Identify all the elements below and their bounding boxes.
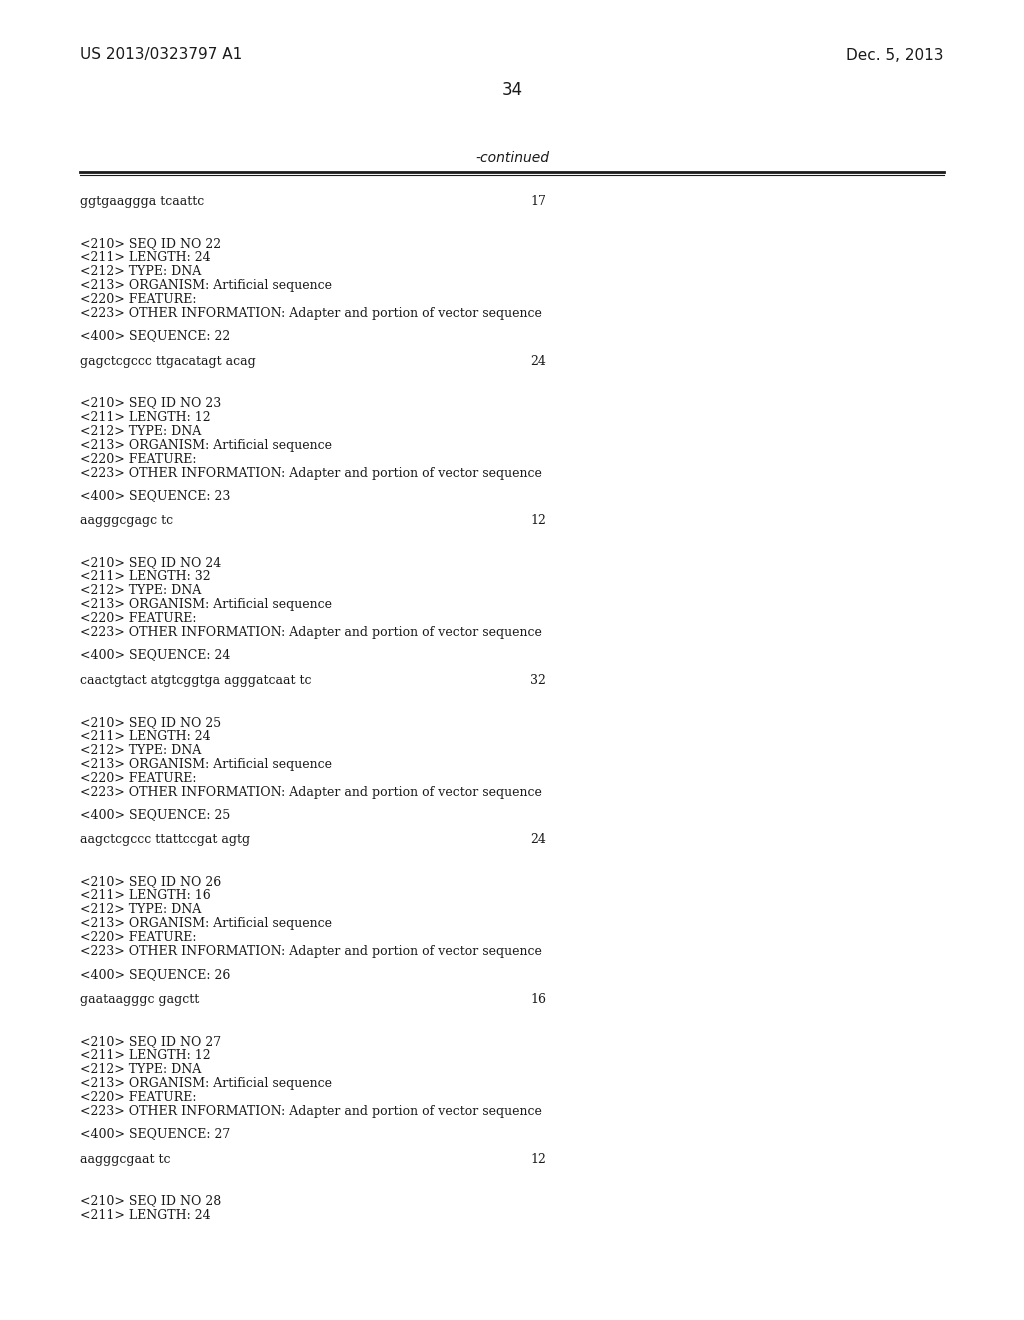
Text: aagctcgccc ttattccgat agtg: aagctcgccc ttattccgat agtg bbox=[80, 833, 250, 846]
Text: -continued: -continued bbox=[475, 150, 549, 165]
Text: gaataagggc gagctt: gaataagggc gagctt bbox=[80, 993, 200, 1006]
Text: <213> ORGANISM: Artificial sequence: <213> ORGANISM: Artificial sequence bbox=[80, 917, 332, 931]
Text: 12: 12 bbox=[530, 515, 546, 527]
Text: US 2013/0323797 A1: US 2013/0323797 A1 bbox=[80, 48, 243, 62]
Text: <220> FEATURE:: <220> FEATURE: bbox=[80, 932, 197, 944]
Text: <223> OTHER INFORMATION: Adapter and portion of vector sequence: <223> OTHER INFORMATION: Adapter and por… bbox=[80, 1105, 542, 1118]
Text: <223> OTHER INFORMATION: Adapter and portion of vector sequence: <223> OTHER INFORMATION: Adapter and por… bbox=[80, 308, 542, 319]
Text: <220> FEATURE:: <220> FEATURE: bbox=[80, 772, 197, 785]
Text: <212> TYPE: DNA: <212> TYPE: DNA bbox=[80, 265, 202, 279]
Text: <213> ORGANISM: Artificial sequence: <213> ORGANISM: Artificial sequence bbox=[80, 279, 332, 292]
Text: 24: 24 bbox=[530, 833, 546, 846]
Text: caactgtact atgtcggtga agggatcaat tc: caactgtact atgtcggtga agggatcaat tc bbox=[80, 673, 311, 686]
Text: <223> OTHER INFORMATION: Adapter and portion of vector sequence: <223> OTHER INFORMATION: Adapter and por… bbox=[80, 466, 542, 479]
Text: aagggcgagc tc: aagggcgagc tc bbox=[80, 515, 173, 527]
Text: ggtgaaggga tcaattc: ggtgaaggga tcaattc bbox=[80, 195, 204, 209]
Text: <400> SEQUENCE: 27: <400> SEQUENCE: 27 bbox=[80, 1127, 230, 1140]
Text: <400> SEQUENCE: 22: <400> SEQUENCE: 22 bbox=[80, 330, 230, 342]
Text: Dec. 5, 2013: Dec. 5, 2013 bbox=[847, 48, 944, 62]
Text: 34: 34 bbox=[502, 81, 522, 99]
Text: <400> SEQUENCE: 25: <400> SEQUENCE: 25 bbox=[80, 808, 230, 821]
Text: <210> SEQ ID NO 28: <210> SEQ ID NO 28 bbox=[80, 1195, 221, 1208]
Text: aagggcgaat tc: aagggcgaat tc bbox=[80, 1152, 171, 1166]
Text: <211> LENGTH: 24: <211> LENGTH: 24 bbox=[80, 1209, 211, 1221]
Text: 12: 12 bbox=[530, 1152, 546, 1166]
Text: <213> ORGANISM: Artificial sequence: <213> ORGANISM: Artificial sequence bbox=[80, 598, 332, 611]
Text: gagctcgccc ttgacatagt acag: gagctcgccc ttgacatagt acag bbox=[80, 355, 256, 367]
Text: <400> SEQUENCE: 24: <400> SEQUENCE: 24 bbox=[80, 648, 230, 661]
Text: <210> SEQ ID NO 26: <210> SEQ ID NO 26 bbox=[80, 875, 221, 888]
Text: <220> FEATURE:: <220> FEATURE: bbox=[80, 1092, 197, 1104]
Text: <220> FEATURE:: <220> FEATURE: bbox=[80, 612, 197, 626]
Text: 16: 16 bbox=[530, 993, 546, 1006]
Text: <212> TYPE: DNA: <212> TYPE: DNA bbox=[80, 903, 202, 916]
Text: <220> FEATURE:: <220> FEATURE: bbox=[80, 453, 197, 466]
Text: <211> LENGTH: 32: <211> LENGTH: 32 bbox=[80, 570, 211, 583]
Text: <223> OTHER INFORMATION: Adapter and portion of vector sequence: <223> OTHER INFORMATION: Adapter and por… bbox=[80, 626, 542, 639]
Text: <212> TYPE: DNA: <212> TYPE: DNA bbox=[80, 1063, 202, 1076]
Text: <212> TYPE: DNA: <212> TYPE: DNA bbox=[80, 743, 202, 756]
Text: <210> SEQ ID NO 22: <210> SEQ ID NO 22 bbox=[80, 238, 221, 249]
Text: <213> ORGANISM: Artificial sequence: <213> ORGANISM: Artificial sequence bbox=[80, 758, 332, 771]
Text: <212> TYPE: DNA: <212> TYPE: DNA bbox=[80, 425, 202, 438]
Text: <400> SEQUENCE: 26: <400> SEQUENCE: 26 bbox=[80, 968, 230, 981]
Text: 24: 24 bbox=[530, 355, 546, 367]
Text: <223> OTHER INFORMATION: Adapter and portion of vector sequence: <223> OTHER INFORMATION: Adapter and por… bbox=[80, 785, 542, 799]
Text: <211> LENGTH: 24: <211> LENGTH: 24 bbox=[80, 251, 211, 264]
Text: <213> ORGANISM: Artificial sequence: <213> ORGANISM: Artificial sequence bbox=[80, 438, 332, 451]
Text: 17: 17 bbox=[530, 195, 546, 209]
Text: <211> LENGTH: 12: <211> LENGTH: 12 bbox=[80, 411, 211, 424]
Text: <400> SEQUENCE: 23: <400> SEQUENCE: 23 bbox=[80, 488, 230, 502]
Text: <223> OTHER INFORMATION: Adapter and portion of vector sequence: <223> OTHER INFORMATION: Adapter and por… bbox=[80, 945, 542, 958]
Text: <210> SEQ ID NO 23: <210> SEQ ID NO 23 bbox=[80, 396, 221, 409]
Text: 32: 32 bbox=[530, 673, 546, 686]
Text: <210> SEQ ID NO 27: <210> SEQ ID NO 27 bbox=[80, 1035, 221, 1048]
Text: <212> TYPE: DNA: <212> TYPE: DNA bbox=[80, 585, 202, 597]
Text: <211> LENGTH: 16: <211> LENGTH: 16 bbox=[80, 890, 211, 903]
Text: <220> FEATURE:: <220> FEATURE: bbox=[80, 293, 197, 306]
Text: <211> LENGTH: 12: <211> LENGTH: 12 bbox=[80, 1049, 211, 1063]
Text: <210> SEQ ID NO 25: <210> SEQ ID NO 25 bbox=[80, 715, 221, 729]
Text: <210> SEQ ID NO 24: <210> SEQ ID NO 24 bbox=[80, 556, 221, 569]
Text: <213> ORGANISM: Artificial sequence: <213> ORGANISM: Artificial sequence bbox=[80, 1077, 332, 1090]
Text: <211> LENGTH: 24: <211> LENGTH: 24 bbox=[80, 730, 211, 743]
